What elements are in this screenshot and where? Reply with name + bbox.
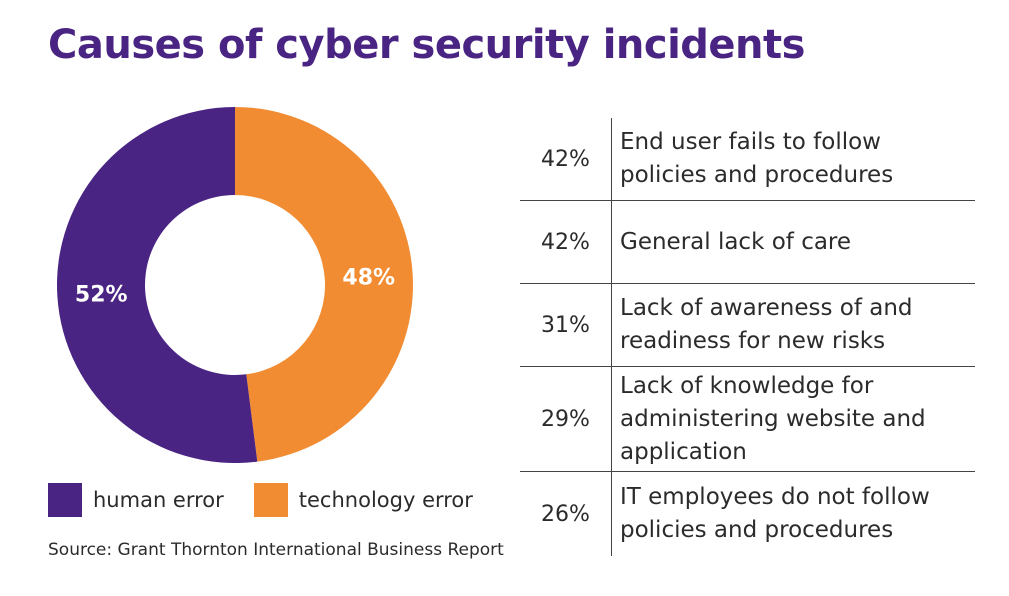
legend-swatch-human-error	[48, 483, 82, 517]
legend-label-human-error: human error	[93, 488, 224, 512]
table-row: 42% General lack of care	[520, 201, 975, 284]
donut-label-technology-error: 48%	[342, 266, 395, 291]
row-percent: 26%	[520, 472, 612, 556]
legend-item-technology-error: technology error	[253, 483, 473, 517]
donut-chart: 48% 52%	[57, 107, 414, 463]
row-percent: 42%	[520, 118, 612, 200]
row-percent: 31%	[520, 284, 612, 366]
row-label: Lack of knowledge for administering webs…	[620, 372, 926, 465]
source-note: Source: Grant Thornton International Bus…	[48, 540, 504, 560]
table-row: 26% IT employees do not follow policies …	[520, 472, 975, 556]
legend-label-technology-error: technology error	[298, 488, 473, 512]
donut-slice-technology-error	[235, 107, 414, 462]
row-label: General lack of care	[620, 228, 852, 255]
table-row: 29% Lack of knowledge for administering …	[520, 367, 975, 472]
row-label: IT employees do not follow policies and …	[620, 484, 930, 543]
legend: human error technology error	[48, 483, 503, 517]
chart-title: Causes of cyber security incidents	[48, 22, 805, 68]
row-label: End user fails to follow policies and pr…	[620, 129, 894, 188]
table-row: 42% End user fails to follow policies an…	[520, 118, 975, 201]
causes-table: 42% End user fails to follow policies an…	[520, 118, 975, 556]
row-percent: 42%	[520, 201, 612, 283]
legend-item-human-error: human error	[48, 483, 224, 517]
donut-label-human-error: 52%	[75, 282, 128, 307]
donut-slice-human-error	[57, 107, 258, 463]
row-percent: 29%	[520, 367, 612, 471]
legend-swatch-technology-error	[253, 483, 288, 517]
table-row: 31% Lack of awareness of and readiness f…	[520, 284, 975, 367]
row-label: Lack of awareness of and readiness for n…	[620, 295, 913, 354]
